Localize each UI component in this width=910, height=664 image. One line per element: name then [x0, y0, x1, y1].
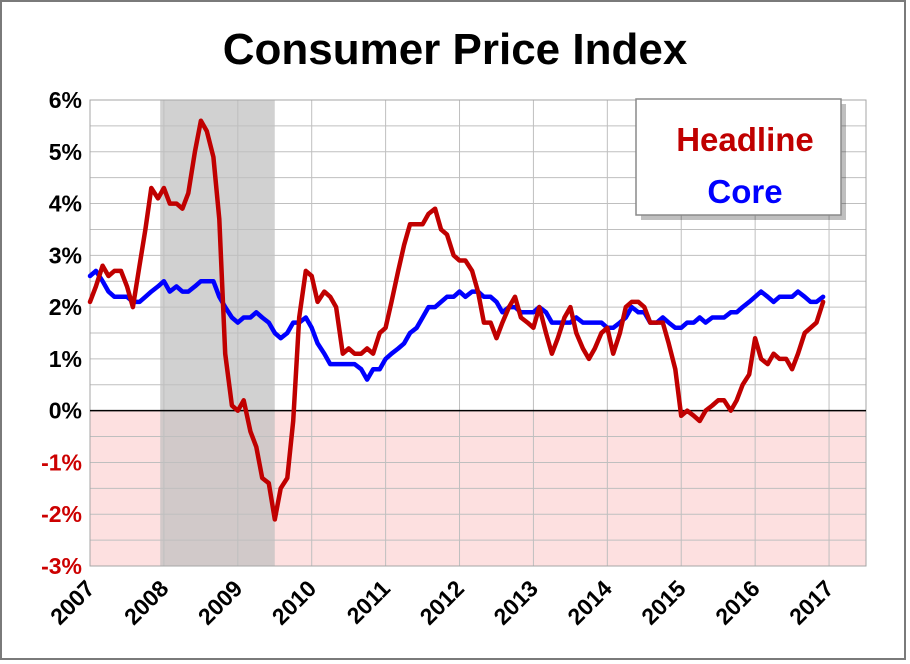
gridlines: [89, 99, 867, 567]
y-tick-label: -1%: [41, 449, 82, 475]
y-tick-label: 2%: [49, 294, 82, 320]
x-tick-label: 2008: [119, 575, 174, 630]
x-tick-label: 2011: [341, 575, 395, 629]
series-lines: [87, 118, 826, 522]
y-tick-label: 6%: [49, 87, 82, 113]
x-tick-label: 2013: [488, 575, 543, 630]
series-line-core: [87, 268, 826, 382]
legend: Headline Core: [635, 98, 846, 220]
legend-box: [635, 98, 842, 216]
x-tick-label: 2017: [784, 575, 839, 630]
x-tick-label: 2016: [710, 575, 765, 630]
y-tick-label: -3%: [41, 553, 82, 579]
x-tick-label: 2014: [562, 575, 617, 630]
y-tick-label: 0%: [49, 398, 82, 424]
chart-title: Consumer Price Index: [223, 25, 688, 74]
y-tick-label: 5%: [49, 139, 82, 165]
y-tick-label: 4%: [49, 191, 82, 217]
y-tick-label: -2%: [41, 501, 82, 527]
x-tick-label: 2012: [414, 575, 469, 630]
x-tick-label: 2010: [267, 575, 322, 630]
legend-core: Core: [707, 173, 782, 210]
legend-headline: Headline: [676, 121, 814, 158]
plot-border: [89, 99, 867, 567]
x-tick-label: 2007: [45, 575, 100, 630]
y-tick-label: 3%: [49, 242, 82, 268]
series-line-headline: [87, 118, 826, 522]
x-tick-label: 2015: [636, 575, 691, 630]
x-tick-label: 2009: [193, 575, 248, 630]
y-tick-label: 1%: [49, 346, 82, 372]
